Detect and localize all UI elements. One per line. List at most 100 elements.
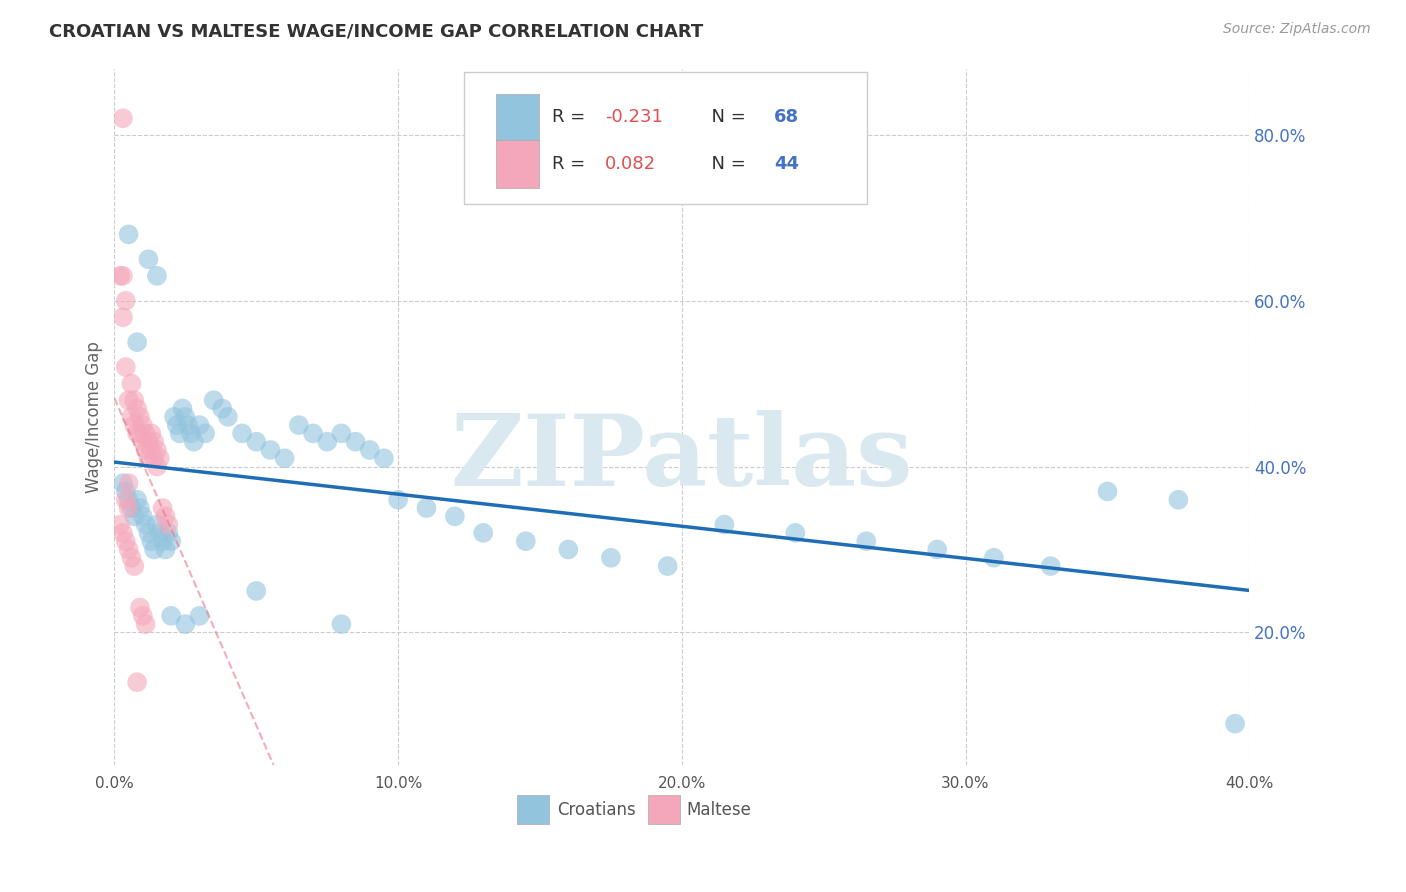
Point bbox=[111, 268, 134, 283]
Point bbox=[114, 492, 136, 507]
Text: N =: N = bbox=[700, 108, 751, 127]
Point bbox=[155, 542, 177, 557]
Text: 44: 44 bbox=[773, 155, 799, 173]
Text: -0.231: -0.231 bbox=[605, 108, 662, 127]
Point bbox=[108, 517, 131, 532]
Point bbox=[138, 525, 160, 540]
Point bbox=[141, 534, 163, 549]
Point bbox=[135, 442, 157, 457]
Point bbox=[143, 451, 166, 466]
Point bbox=[114, 534, 136, 549]
Point bbox=[211, 401, 233, 416]
Point bbox=[117, 542, 139, 557]
Point bbox=[111, 525, 134, 540]
Point bbox=[129, 409, 152, 424]
Point bbox=[359, 442, 381, 457]
Point bbox=[114, 359, 136, 374]
Point bbox=[177, 418, 200, 433]
Point bbox=[188, 608, 211, 623]
Point bbox=[160, 608, 183, 623]
Point bbox=[472, 525, 495, 540]
Bar bbox=[496, 94, 538, 141]
Point bbox=[444, 509, 467, 524]
Point bbox=[120, 501, 142, 516]
Point bbox=[122, 393, 145, 408]
Point bbox=[146, 459, 169, 474]
Point bbox=[138, 252, 160, 267]
Point bbox=[114, 293, 136, 308]
Text: N =: N = bbox=[700, 155, 751, 173]
Point bbox=[330, 426, 353, 441]
Point bbox=[132, 509, 155, 524]
Y-axis label: Wage/Income Gap: Wage/Income Gap bbox=[86, 341, 103, 492]
Point bbox=[114, 484, 136, 499]
Point bbox=[135, 617, 157, 632]
Point bbox=[1167, 492, 1189, 507]
Point bbox=[132, 434, 155, 449]
Point bbox=[149, 525, 172, 540]
Point bbox=[288, 418, 311, 433]
Point bbox=[927, 542, 949, 557]
Text: R =: R = bbox=[553, 108, 592, 127]
Point bbox=[111, 476, 134, 491]
Point bbox=[132, 608, 155, 623]
Point bbox=[245, 584, 267, 599]
Point bbox=[600, 550, 623, 565]
Point bbox=[163, 409, 186, 424]
Text: ZIPatlas: ZIPatlas bbox=[450, 410, 912, 508]
Point bbox=[129, 600, 152, 615]
Point bbox=[127, 675, 149, 690]
Text: Source: ZipAtlas.com: Source: ZipAtlas.com bbox=[1223, 22, 1371, 37]
Text: 68: 68 bbox=[773, 108, 799, 127]
Point bbox=[120, 550, 142, 565]
Point bbox=[138, 434, 160, 449]
Point bbox=[1223, 716, 1246, 731]
Point bbox=[120, 409, 142, 424]
Point bbox=[117, 476, 139, 491]
Point bbox=[127, 426, 149, 441]
Point bbox=[713, 517, 735, 532]
Point bbox=[217, 409, 239, 424]
Point bbox=[174, 409, 197, 424]
Point bbox=[127, 401, 149, 416]
Point bbox=[127, 492, 149, 507]
Point bbox=[316, 434, 339, 449]
Point bbox=[111, 112, 134, 126]
Point bbox=[373, 451, 395, 466]
Point bbox=[141, 426, 163, 441]
Text: Maltese: Maltese bbox=[686, 801, 751, 819]
Point bbox=[122, 559, 145, 574]
Point bbox=[146, 442, 169, 457]
Point bbox=[1097, 484, 1119, 499]
Point bbox=[122, 509, 145, 524]
Point bbox=[273, 451, 295, 466]
Point bbox=[855, 534, 877, 549]
Point bbox=[152, 534, 174, 549]
Text: CROATIAN VS MALTESE WAGE/INCOME GAP CORRELATION CHART: CROATIAN VS MALTESE WAGE/INCOME GAP CORR… bbox=[49, 22, 703, 40]
Point bbox=[157, 517, 180, 532]
Point bbox=[1039, 559, 1062, 574]
Text: R =: R = bbox=[553, 155, 592, 173]
Point bbox=[387, 492, 409, 507]
Point bbox=[143, 542, 166, 557]
Point bbox=[135, 517, 157, 532]
Point bbox=[166, 418, 188, 433]
FancyBboxPatch shape bbox=[464, 72, 868, 204]
Point bbox=[146, 517, 169, 532]
Point bbox=[174, 617, 197, 632]
Point bbox=[152, 501, 174, 516]
Point bbox=[172, 401, 194, 416]
Point bbox=[127, 335, 149, 350]
Point bbox=[259, 442, 281, 457]
Point bbox=[245, 434, 267, 449]
Point bbox=[202, 393, 225, 408]
Point bbox=[155, 509, 177, 524]
Point bbox=[138, 451, 160, 466]
Point bbox=[557, 542, 579, 557]
Point bbox=[194, 426, 217, 441]
Point bbox=[120, 376, 142, 391]
Point bbox=[132, 418, 155, 433]
Text: Croatians: Croatians bbox=[557, 801, 636, 819]
Point bbox=[157, 525, 180, 540]
Point bbox=[146, 268, 169, 283]
